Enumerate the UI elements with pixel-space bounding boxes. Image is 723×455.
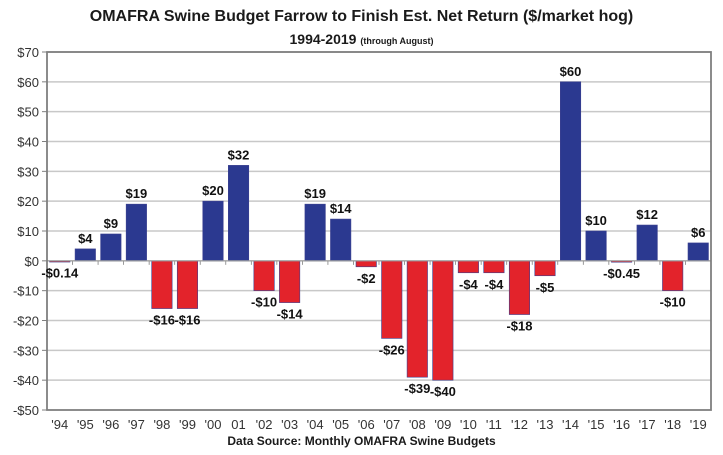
x-tick-label: '05 <box>332 417 349 432</box>
bar <box>406 260 428 378</box>
data-label: $20 <box>202 183 224 198</box>
x-tick-label: '00 <box>205 417 222 432</box>
data-label: $12 <box>636 207 658 222</box>
x-tick-label: '12 <box>511 417 528 432</box>
x-tick-label: '11 <box>486 417 502 432</box>
bar <box>176 260 198 309</box>
chart-title: OMAFRA Swine Budget Farrow to Finish Est… <box>89 8 634 25</box>
x-tick-label: '10 <box>460 417 477 432</box>
data-labels: -$0.14$4$9$19-$16 -$16$20$32-$10-$14$19$1… <box>41 64 705 399</box>
x-tick-label: '13 <box>537 417 554 432</box>
x-tick-label: '06 <box>358 417 375 432</box>
y-tick-label: $60 <box>17 75 39 90</box>
data-label: $60 <box>560 64 582 79</box>
bar <box>534 260 556 277</box>
x-tick-label: '04 <box>307 417 324 432</box>
data-label: -$2 <box>357 271 376 286</box>
data-label: -$4 <box>459 277 479 292</box>
x-tick-label: '99 <box>179 417 196 432</box>
x-tick-label: '19 <box>690 417 707 432</box>
x-tick-label: '96 <box>102 417 119 432</box>
bar <box>304 203 326 262</box>
bar <box>151 260 173 309</box>
data-label: -$16 <box>174 313 200 328</box>
data-label: -$0.14 <box>41 265 79 280</box>
x-tick-label: '14 <box>562 417 579 432</box>
data-label: -$40 <box>430 384 456 399</box>
x-tick-label: '97 <box>128 417 145 432</box>
data-label: $9 <box>104 216 118 231</box>
data-label: -$16 <box>149 313 175 328</box>
bar <box>508 260 530 315</box>
bar <box>585 230 607 262</box>
subtitle-note: (through August) <box>360 36 434 46</box>
data-label: -$10 <box>660 295 686 310</box>
y-tick-label: -$40 <box>13 373 39 388</box>
bar <box>381 260 403 339</box>
data-label: -$14 <box>277 307 304 322</box>
bar <box>100 233 122 262</box>
x-tick-label: '94 <box>51 417 68 432</box>
data-label: -$5 <box>536 280 555 295</box>
y-tick-label: $30 <box>17 164 39 179</box>
x-tick-label: '02 <box>256 417 273 432</box>
x-tick-label: '95 <box>77 417 94 432</box>
data-label: -$10 <box>251 295 277 310</box>
bar <box>330 218 352 262</box>
bar <box>636 224 658 262</box>
plot-frame <box>46 51 712 411</box>
y-tick-label: -$20 <box>13 314 39 329</box>
bar <box>253 260 275 291</box>
x-tick-label: '08 <box>409 417 426 432</box>
y-tick-label: $0 <box>25 254 39 269</box>
x-tick-label: '07 <box>383 417 400 432</box>
y-tick-label: $70 <box>17 45 39 60</box>
data-label: $4 <box>78 231 93 246</box>
bar <box>432 260 454 381</box>
data-label: -$39 <box>404 381 430 396</box>
x-tick-label: '15 <box>588 417 605 432</box>
bar <box>355 260 377 268</box>
bar <box>228 165 250 262</box>
y-tick-label: $50 <box>17 105 39 120</box>
x-tick-label: '16 <box>613 417 630 432</box>
data-label: $6 <box>691 225 705 240</box>
bar <box>74 248 96 262</box>
y-tick-label: $20 <box>17 194 39 209</box>
bars <box>49 81 709 381</box>
bar <box>457 260 479 274</box>
data-label: -$0.45 <box>603 266 640 281</box>
x-tick-label: 01 <box>231 417 245 432</box>
x-tick-label: '09 <box>434 417 451 432</box>
axes: $70$60$50$40$30$20$10$0-$10-$20-$30-$40-… <box>13 45 712 432</box>
data-source-note: Data Source: Monthly OMAFRA Swine Budget… <box>227 434 496 448</box>
bar <box>687 242 709 262</box>
chart-subtitle: 1994-2019 (through August) <box>0 31 723 47</box>
bar <box>483 260 505 274</box>
y-tick-label: -$30 <box>13 343 39 358</box>
data-label: -$26 <box>379 342 405 357</box>
bar <box>662 260 684 291</box>
x-tick-label: '98 <box>153 417 170 432</box>
y-tick-label: -$10 <box>13 284 39 299</box>
bar <box>279 260 301 303</box>
y-tick-label: $10 <box>17 224 39 239</box>
data-label: $10 <box>585 213 607 228</box>
x-tick-label: '03 <box>281 417 298 432</box>
x-tick-label: '17 <box>639 417 656 432</box>
x-tick-label: '18 <box>664 417 681 432</box>
bar <box>125 203 147 262</box>
data-label: -$18 <box>506 319 532 334</box>
subtitle-years: 1994-2019 <box>289 31 357 47</box>
data-label: $32 <box>228 147 250 162</box>
bar <box>202 200 224 262</box>
data-label: $14 <box>330 201 352 216</box>
data-label: $19 <box>126 186 148 201</box>
y-tick-label: -$50 <box>13 403 39 418</box>
y-tick-label: $40 <box>17 135 39 150</box>
data-label: -$4 <box>485 277 505 292</box>
bar <box>560 81 582 262</box>
data-label: $19 <box>304 186 326 201</box>
